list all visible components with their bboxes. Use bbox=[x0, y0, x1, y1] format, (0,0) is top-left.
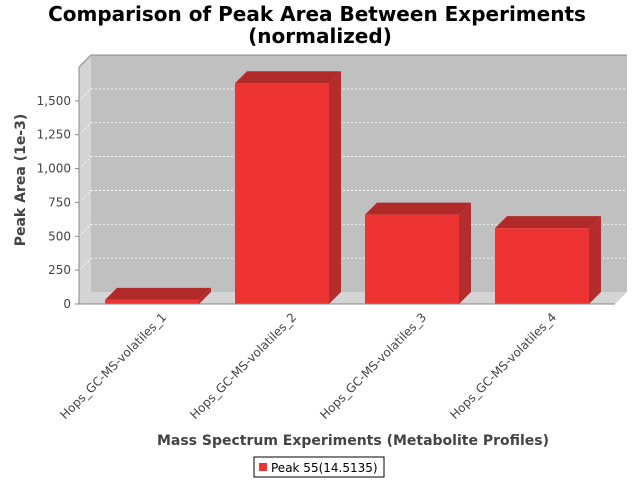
bar-front bbox=[365, 214, 459, 304]
y-axis-label: Peak Area (1e-3) bbox=[13, 114, 29, 247]
bar bbox=[105, 287, 211, 304]
x-axis-label: Mass Spectrum Experiments (Metabolite Pr… bbox=[157, 433, 549, 449]
gridline-side bbox=[78, 224, 92, 237]
bar-top bbox=[105, 287, 211, 300]
gridline-side bbox=[78, 88, 92, 102]
plot-area bbox=[78, 54, 627, 304]
y-tick-label: 750 bbox=[48, 195, 71, 209]
plot-left-wall bbox=[79, 55, 91, 304]
legend-swatch bbox=[259, 463, 267, 471]
gridline-side bbox=[78, 257, 92, 271]
bar-side bbox=[329, 71, 341, 304]
y-tick-label: 1,000 bbox=[37, 162, 71, 176]
chart-subtitle: (normalized) bbox=[248, 24, 392, 48]
x-tick-label: Hops_GC-MS-volatiles_3 bbox=[317, 310, 429, 422]
plot-floor bbox=[79, 292, 627, 304]
x-tick-label: Hops_GC-MS-volatiles_2 bbox=[187, 310, 299, 422]
chart-title: Comparison of Peak Area Between Experime… bbox=[48, 2, 586, 26]
bar-side bbox=[199, 287, 211, 304]
bar-side bbox=[589, 216, 601, 304]
bars bbox=[105, 71, 601, 304]
bar bbox=[365, 202, 471, 304]
y-axis: 0 250 500 750 1,000 1,250 1,500 bbox=[37, 67, 80, 311]
y-tick-label: 1,500 bbox=[37, 94, 71, 108]
y-tick-label: 1,250 bbox=[37, 128, 71, 142]
bar-front bbox=[105, 299, 199, 304]
grid bbox=[78, 88, 627, 271]
y-tick-label: 500 bbox=[48, 229, 71, 243]
bar-top bbox=[495, 216, 601, 229]
y-tick-label: 0 bbox=[63, 297, 71, 311]
bar bbox=[235, 71, 341, 304]
gridline-side bbox=[78, 156, 92, 169]
x-axis: Hops_GC-MS-volatiles_1 Hops_GC-MS-volatil… bbox=[57, 303, 615, 422]
bar bbox=[495, 216, 601, 304]
x-tick-label: Hops_GC-MS-volatiles_4 bbox=[447, 310, 559, 422]
legend-box bbox=[253, 456, 385, 478]
x-tick-label: Hops_GC-MS-volatiles_1 bbox=[57, 310, 169, 422]
bar-front bbox=[235, 83, 329, 304]
bar-top bbox=[365, 202, 471, 215]
y-tick-label: 250 bbox=[48, 263, 71, 277]
bar-front bbox=[495, 228, 589, 304]
gridline-side bbox=[78, 190, 92, 203]
plot-frame bbox=[78, 54, 627, 68]
legend-label: Peak 55(14.5135) bbox=[271, 461, 378, 475]
legend: Peak 55(14.5135) bbox=[253, 456, 385, 478]
gridline-side bbox=[78, 122, 92, 135]
bar-top bbox=[235, 71, 341, 84]
bar-side bbox=[459, 202, 471, 304]
